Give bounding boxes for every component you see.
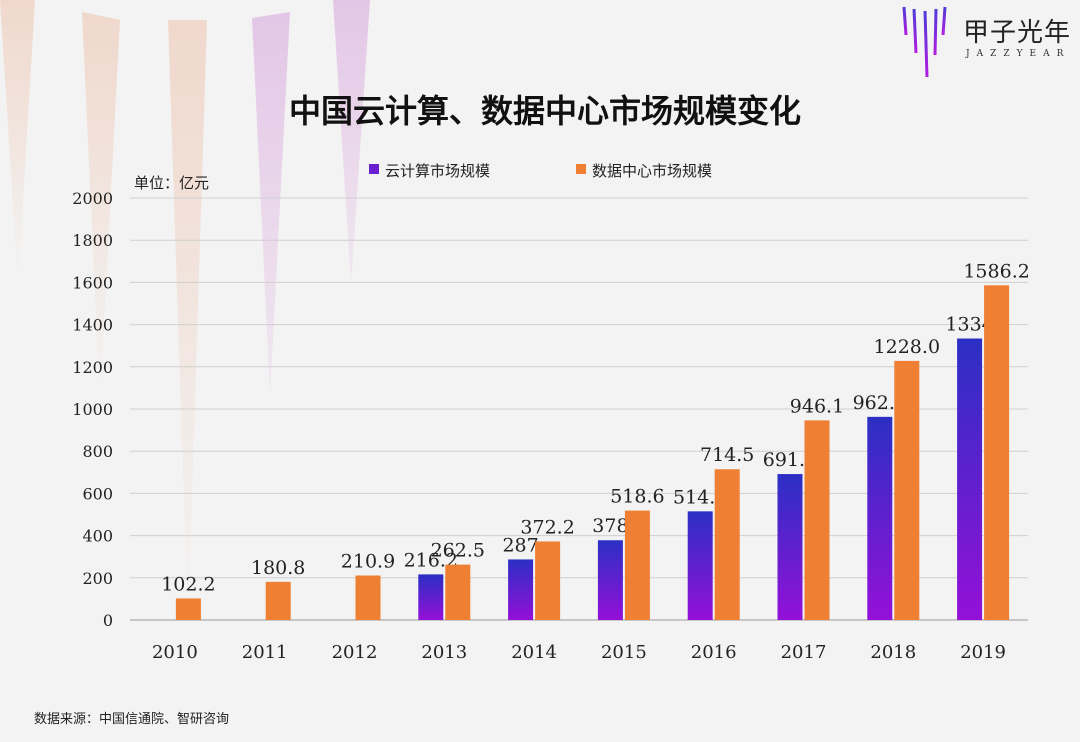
x-tick-label: 2012 (332, 642, 378, 663)
legend-label-cloud: 云计算市场规模 (385, 162, 491, 180)
legend-label-dc: 数据中心市场规模 (592, 162, 713, 180)
x-tick-label: 2010 (152, 642, 198, 663)
source-note: 数据来源：中国信通院、智研咨询 (34, 712, 230, 727)
y-tick-label: 200 (82, 569, 113, 588)
y-tick-label: 1000 (72, 400, 113, 419)
bar-cloud (418, 574, 444, 620)
data-label: 378 (592, 515, 628, 537)
x-tick-label: 2015 (601, 642, 647, 663)
bar-datacenter (445, 564, 471, 620)
bar-datacenter (175, 598, 201, 620)
y-tick-label: 800 (82, 442, 113, 461)
data-label: 102.2 (161, 573, 215, 595)
x-tick-label: 2013 (421, 642, 467, 663)
data-label: 210.9 (341, 551, 395, 573)
bar-datacenter (535, 541, 561, 620)
bar-cloud (508, 559, 534, 620)
legend-swatch-cloud (369, 164, 379, 174)
bar-cloud (777, 474, 803, 620)
data-label: 514.9 (673, 486, 727, 508)
y-tick-label: 1600 (72, 273, 113, 292)
x-tick-label: 2018 (870, 642, 916, 663)
legend-swatch-dc (576, 164, 586, 174)
y-tick-label: 600 (82, 484, 113, 503)
data-label: 1586.2 (963, 260, 1029, 282)
brand-logo-icon (902, 6, 947, 78)
y-tick-label: 1400 (72, 316, 113, 335)
y-tick-label: 1800 (72, 231, 113, 250)
bar-datacenter (804, 420, 830, 620)
bar-datacenter (984, 285, 1010, 620)
y-tick-label: 0 (103, 611, 113, 630)
data-label: 1334 (945, 314, 993, 336)
data-label: 518.6 (610, 486, 664, 508)
x-tick-label: 2019 (960, 642, 1006, 663)
bar-datacenter (894, 360, 920, 620)
data-label: 1228.0 (874, 336, 940, 358)
x-tick-label: 2017 (781, 642, 827, 663)
bar-datacenter (714, 469, 740, 620)
data-label: 946.1 (790, 395, 844, 417)
data-label: 262.5 (431, 540, 485, 562)
y-tick-label: 400 (82, 527, 113, 546)
unit-label: 单位：亿元 (134, 174, 210, 192)
y-tick-label: 2000 (72, 189, 113, 208)
brand-sub: JAZZYEAR (966, 49, 1071, 59)
x-tick-label: 2011 (242, 642, 288, 663)
data-label: 372.2 (520, 516, 574, 538)
x-tick-label: 2014 (511, 642, 557, 663)
bar-cloud (957, 338, 983, 620)
data-label: 180.8 (251, 557, 305, 579)
x-tick-label: 2016 (691, 642, 737, 663)
bar-cloud (867, 416, 893, 620)
chart-title: 中国云计算、数据中心市场规模变化 (288, 92, 801, 130)
data-label: 287 (502, 534, 538, 556)
bar-datacenter (355, 575, 381, 620)
bar-cloud (687, 511, 713, 620)
bar-datacenter (624, 510, 650, 620)
data-label: 962.8 (853, 392, 907, 414)
y-tick-label: 1200 (72, 358, 113, 377)
data-label: 216.2 (404, 549, 458, 571)
bar-datacenter (265, 581, 291, 620)
data-label: 691.6 (763, 449, 817, 471)
data-label: 714.5 (700, 444, 754, 466)
brand-name: 甲子光年 (963, 18, 1072, 48)
bar-cloud (597, 540, 623, 620)
